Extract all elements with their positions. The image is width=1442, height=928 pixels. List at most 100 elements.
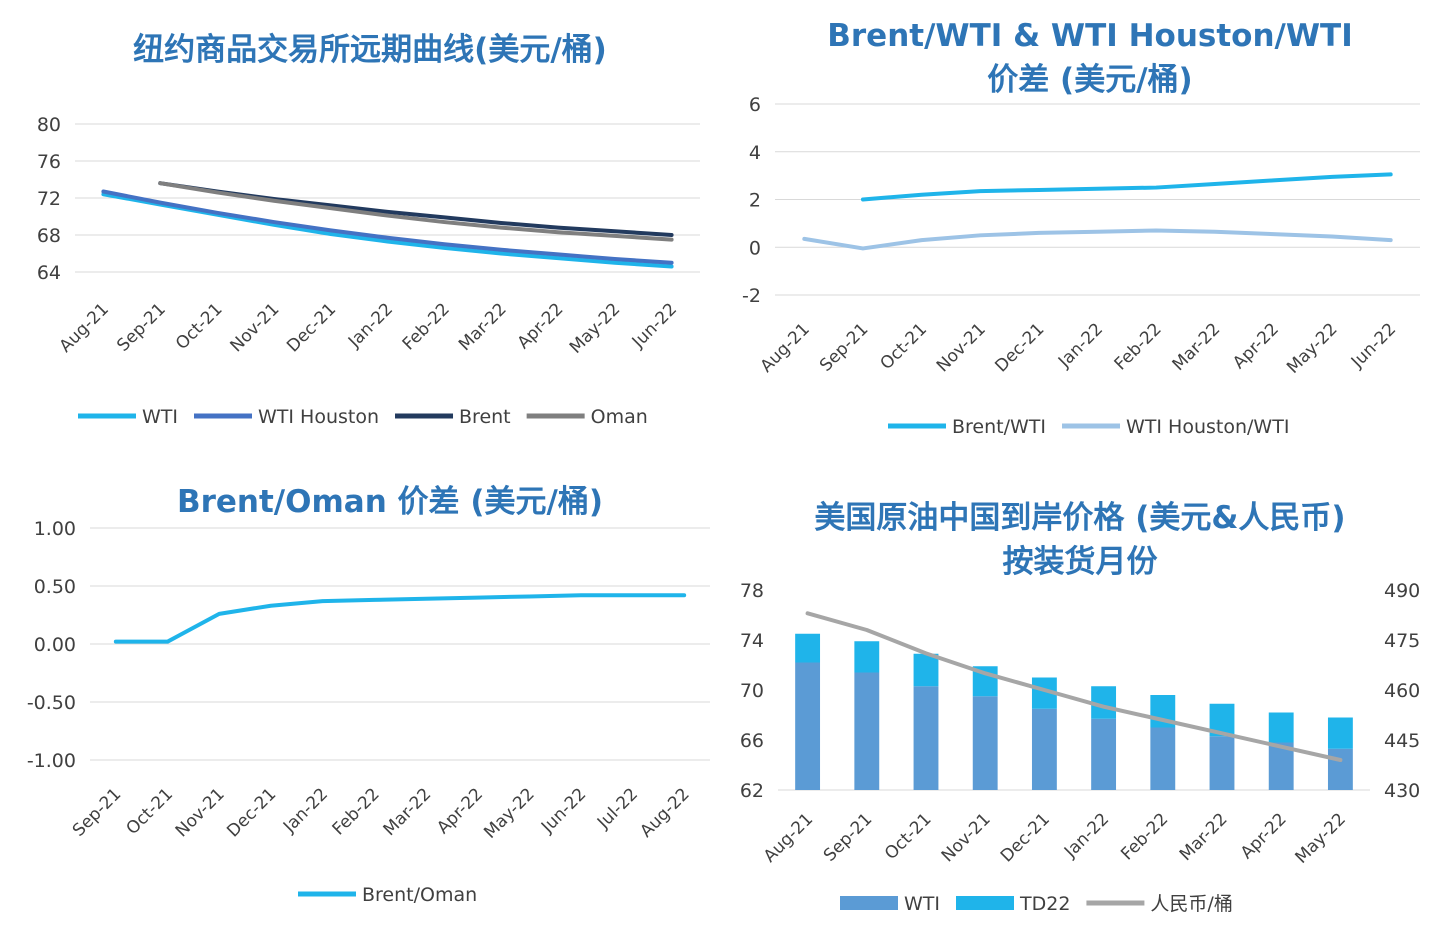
legend-label: 人民币/桶 [1150, 893, 1232, 915]
x-tick-label: Mar-22 [455, 299, 511, 355]
chart-title-2: Brent/WTI & WTI Houston/WTI 价差 (美元/桶) [827, 18, 1353, 98]
x-tick-label: Sep-21 [820, 809, 876, 865]
x-tick-label: Nov-21 [172, 784, 229, 841]
brent-oman-spread-chart: 1.00 0.50 0.00 -0.50 -1.00 Sep-21Oct-21Nov-21… [27, 518, 710, 906]
x-tick-label: May-22 [480, 784, 538, 842]
series-line-wti-houston-wti [802, 228, 1393, 251]
x-tick-label: Dec-21 [997, 809, 1054, 866]
y-tick-label: 80 [37, 114, 61, 136]
chart-title-3: Brent/Oman 价差 (美元/桶) [176, 484, 604, 520]
x-tick-label: Jun-22 [537, 784, 590, 837]
x-tick-label: May-22 [1292, 809, 1350, 867]
y-tick-label: 1.00 [34, 518, 76, 540]
y-tick-label: 2 [749, 190, 761, 212]
x-tick-label: Jun-22 [628, 299, 681, 352]
x-tick-label: Sep-21 [816, 319, 872, 375]
bar-wti [972, 696, 998, 790]
bar-wti [1209, 736, 1235, 790]
x-tick-label: Jul-22 [593, 784, 642, 833]
x-tick-label: Apr-22 [433, 784, 487, 838]
x-tick-label: Dec-21 [283, 299, 340, 356]
chart-panel-3: Brent/Oman 价差 (美元/桶) 1.00 0.50 0.00 -0.50 -1… [0, 460, 720, 928]
series-line-brent-oman [113, 593, 687, 644]
x-tick-label: Sep-21 [69, 784, 125, 840]
x-tick-label: Nov-21 [226, 299, 283, 356]
bar-wti [1150, 727, 1176, 790]
chart-title-4: 美国原油中国到岸价格 (美元&人民币) 按装货月份 [814, 500, 1346, 580]
x-tick-label: Mar-22 [1169, 319, 1225, 375]
x-tick-label: Mar-22 [380, 784, 436, 840]
x-tick-label: Feb-22 [399, 299, 454, 354]
y-tick-label: -1.00 [27, 750, 76, 772]
y-tick-label: 72 [37, 188, 61, 210]
x-tick-label: Mar-22 [1176, 809, 1232, 865]
legend-label: Oman [591, 406, 648, 428]
y-tick-label: 6 [749, 94, 761, 116]
bar-td22 [854, 641, 880, 673]
bar-td22 [795, 633, 821, 663]
y-tick-label: -0.50 [27, 692, 76, 714]
bar-wti [1327, 748, 1353, 790]
bar-wti [913, 686, 939, 790]
us-crude-china-landed-price-chart: 78 74 70 66 62 490 475 460 445 430 Aug-21 Sep-21 Oct… [740, 580, 1420, 915]
bar-td22 [1327, 717, 1353, 749]
y-tick-label: 0 [749, 237, 761, 259]
y2-tick-label: 460 [1384, 680, 1420, 702]
x-tick-label: Nov-21 [938, 809, 995, 866]
brent-wti-spread-chart: 6 4 2 0 -2 Aug-21 Sep-21 Oct-21 Nov-21 Dec-21 Jan-… [742, 94, 1420, 438]
y2-tick-label: 445 [1384, 730, 1420, 752]
y-tick-label: 78 [740, 580, 764, 602]
y-tick-label: 74 [740, 630, 764, 652]
y-tick-label: 4 [749, 142, 761, 164]
series-line-brent [158, 181, 674, 237]
bar-td22 [1268, 712, 1294, 743]
legend-label: WTI [904, 893, 940, 915]
chart-panel-4: 美国原油中国到岸价格 (美元&人民币) 按装货月份 78 74 70 66 62 490 4… [720, 460, 1442, 928]
series-line-brent-wti [860, 172, 1393, 202]
x-tick-label: Aug-21 [56, 299, 113, 356]
x-tick-label: Aug-21 [760, 809, 817, 866]
y-tick-label: 70 [740, 680, 764, 702]
x-tick-label: Jan-22 [1054, 319, 1107, 372]
x-tick-label: Jun-22 [1347, 319, 1400, 372]
bar-wti [795, 662, 821, 790]
x-tick-label: Dec-21 [223, 784, 280, 841]
x-tick-label: Jan-22 [1060, 809, 1113, 862]
bar-wti [1031, 708, 1057, 790]
legend-label: WTI Houston [258, 406, 379, 428]
chart-panel-1: 纽约商品交易所远期曲线(美元/桶) 80 76 72 68 64 Aug-21 Sep-21… [0, 0, 720, 460]
x-tick-label: Feb-22 [1117, 809, 1172, 864]
y-tick-label: 62 [740, 780, 764, 802]
x-tick-label: May-22 [1283, 319, 1341, 377]
nymex-forward-curve-chart: 80 76 72 68 64 Aug-21 Sep-21 Oct-21 Nov-21 Dec-21… [37, 114, 700, 428]
series-line-oman [158, 181, 674, 242]
x-tick-label: Dec-21 [991, 319, 1048, 376]
x-tick-label: Oct-21 [172, 299, 227, 354]
x-tick-label: Apr-22 [514, 299, 568, 353]
legend-label: WTI Houston/WTI [1126, 416, 1289, 438]
legend-swatch [956, 896, 1014, 910]
bar-td22 [913, 653, 939, 687]
x-tick-label: Nov-21 [933, 319, 990, 376]
y-tick-label: 64 [37, 262, 61, 284]
y-tick-label: -2 [742, 285, 761, 307]
y-tick-label: 66 [740, 730, 764, 752]
y-tick-label: 76 [37, 151, 61, 173]
y2-tick-label: 430 [1384, 780, 1420, 802]
legend-label: Brent/WTI [952, 416, 1046, 438]
x-tick-label: Aug-21 [757, 319, 814, 376]
x-tick-label: Apr-22 [1229, 319, 1283, 373]
legend-label: TD22 [1019, 893, 1070, 915]
bar-wti [854, 672, 880, 790]
bar-wti [1091, 718, 1117, 790]
y-tick-label: 68 [37, 225, 61, 247]
x-tick-label: Aug-22 [636, 784, 693, 841]
legend-swatch [840, 896, 898, 910]
x-tick-label: Sep-21 [113, 299, 169, 355]
x-tick-label: Jan-22 [344, 299, 397, 352]
series-line-rmb [805, 611, 1343, 762]
y-tick-label: 0.00 [34, 634, 76, 656]
legend-label: Brent/Oman [362, 884, 477, 906]
y2-tick-label: 490 [1384, 580, 1420, 602]
x-tick-label: Feb-22 [329, 784, 384, 839]
